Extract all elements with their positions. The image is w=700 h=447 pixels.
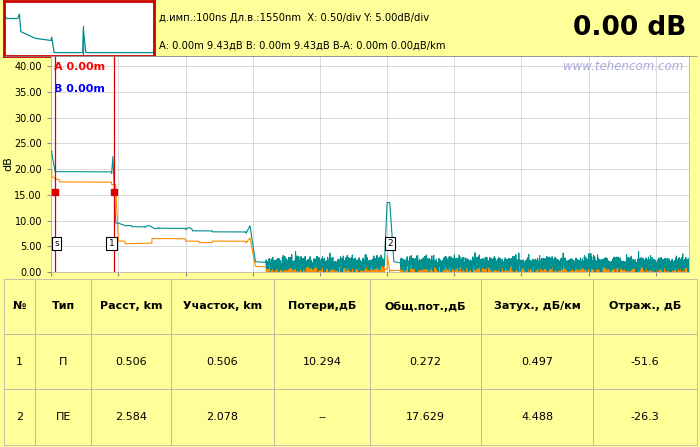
Text: 2: 2 [387, 239, 393, 248]
Text: 0.00 dB: 0.00 dB [573, 15, 686, 42]
Text: www.tehencom.com: www.tehencom.com [563, 60, 683, 73]
Text: B 0.00m: B 0.00m [55, 84, 105, 94]
Text: д.имп.:100ns Дл.в.:1550nm  X: 0.50/div Y: 5.00dB/div: д.имп.:100ns Дл.в.:1550nm X: 0.50/div Y:… [160, 13, 430, 23]
Text: km: km [669, 300, 687, 310]
Text: 1: 1 [108, 239, 115, 248]
Y-axis label: dB: dB [3, 156, 13, 171]
Text: A 0.00m: A 0.00m [55, 63, 106, 72]
Text: s: s [54, 239, 59, 248]
Text: A: 0.00m 9.43дB B: 0.00m 9.43дB B-A: 0.00m 0.00дB/km: A: 0.00m 9.43дB B: 0.00m 9.43дB B-A: 0.0… [160, 41, 446, 51]
